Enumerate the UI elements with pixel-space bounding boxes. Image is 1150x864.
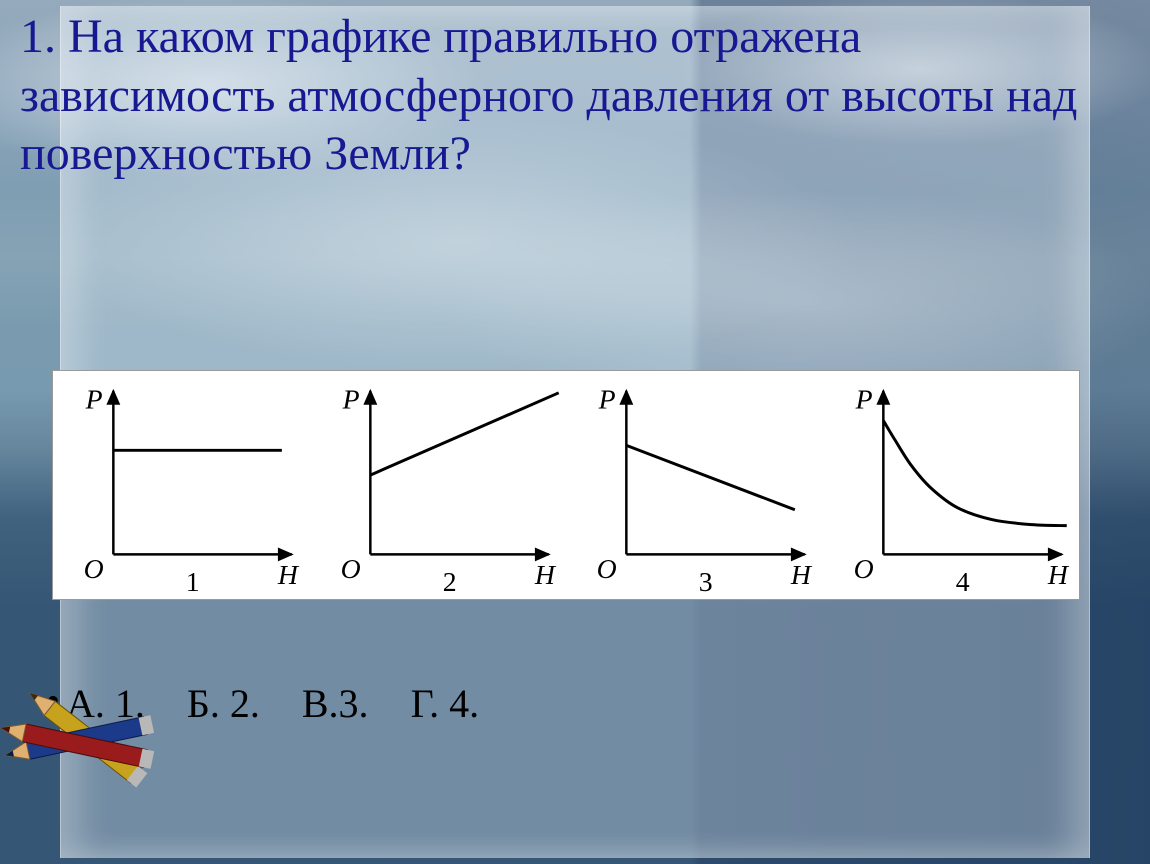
svg-text:O: O: [84, 554, 104, 585]
svg-text:O: O: [597, 554, 617, 585]
chart-1-svg: P H O 1: [53, 371, 310, 599]
svg-text:2: 2: [442, 567, 456, 598]
answer-d-label: Г. 4.: [411, 681, 480, 726]
chart-3-svg: P H O 3: [566, 371, 823, 599]
svg-text:P: P: [341, 385, 359, 416]
svg-text:3: 3: [699, 567, 713, 598]
answer-a-label: А. 1.: [66, 681, 145, 726]
answer-options: •А. 1. Б. 2. В.3. Г. 4.: [46, 680, 479, 727]
bullet-icon: •: [46, 678, 60, 723]
chart-4: P H O 4: [823, 371, 1080, 599]
svg-text:O: O: [340, 554, 360, 585]
svg-text:H: H: [277, 560, 300, 591]
answer-option-d: Г. 4.: [411, 680, 480, 727]
chart-4-svg: P H O 4: [823, 371, 1080, 599]
answer-option-b: Б. 2.: [187, 680, 260, 727]
charts-strip: P H O 1 P H O 2 P H O 3 P H O 4: [52, 370, 1080, 600]
svg-text:H: H: [1046, 560, 1069, 591]
answer-c-label: В.3.: [302, 681, 369, 726]
answer-option-a: •А. 1.: [46, 680, 145, 727]
svg-text:H: H: [790, 560, 813, 591]
question-text: 1. На каком графике правильно отражена з…: [20, 8, 1100, 184]
svg-text:1: 1: [186, 567, 200, 598]
chart-3: P H O 3: [566, 371, 823, 599]
svg-text:H: H: [533, 560, 556, 591]
svg-text:4: 4: [955, 567, 969, 598]
svg-text:P: P: [85, 385, 103, 416]
svg-text:O: O: [853, 554, 873, 585]
chart-2-svg: P H O 2: [310, 371, 567, 599]
chart-1: P H O 1: [53, 371, 310, 599]
slide-stage: 1. На каком графике правильно отражена з…: [0, 0, 1150, 864]
chart-2: P H O 2: [310, 371, 567, 599]
answer-option-c: В.3.: [302, 680, 369, 727]
pencils-icon: [0, 650, 172, 830]
answer-b-label: Б. 2.: [187, 681, 260, 726]
svg-text:P: P: [854, 385, 872, 416]
svg-text:P: P: [598, 385, 616, 416]
